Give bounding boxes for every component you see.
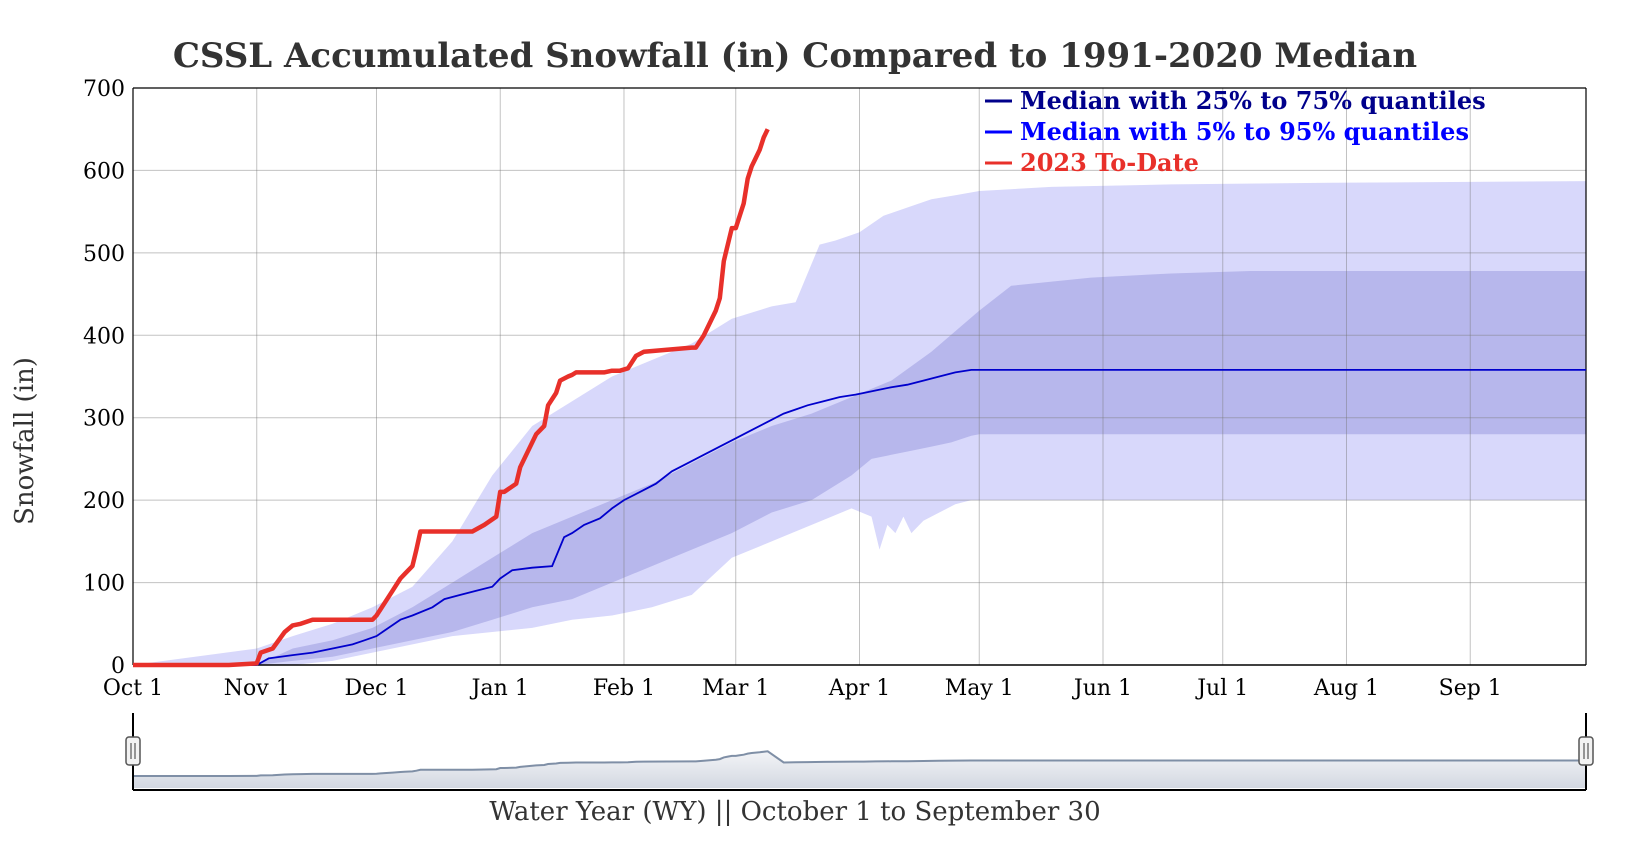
- y-tick-label: 200: [83, 489, 125, 514]
- x-tick-label: Oct 1: [103, 676, 163, 701]
- x-tick-label: Jun 1: [1072, 676, 1132, 701]
- navigator-left-handle[interactable]: [125, 736, 141, 766]
- x-tick-label: Feb 1: [593, 676, 655, 701]
- series-2023-line: [133, 128, 770, 668]
- y-tick-label: 700: [83, 77, 125, 102]
- x-tick-label: Nov 1: [224, 676, 290, 701]
- x-tick-label: Jan 1: [470, 676, 529, 701]
- x-tick-label: Mar 1: [702, 676, 769, 701]
- y-tick-label: 400: [83, 324, 125, 349]
- legend-item-label: Median with 25% to 75% quantiles: [1020, 86, 1486, 115]
- x-axis-label: Water Year (WY) || October 1 to Septembe…: [489, 797, 1100, 827]
- x-tick-label: Jul 1: [1195, 676, 1248, 701]
- y-axis-label: Snowfall (in): [10, 357, 40, 525]
- x-tick-label: Apr 1: [828, 676, 890, 701]
- legend-item-label: 2023 To-Date: [1020, 148, 1199, 177]
- series-median-line: [133, 369, 1586, 666]
- legend-item-label: Median with 5% to 95% quantiles: [1020, 117, 1469, 146]
- y-tick-label: 300: [83, 407, 125, 432]
- x-tick-label: May 1: [945, 676, 1014, 701]
- x-tick-label: Dec 1: [345, 676, 409, 701]
- y-tick-label: 100: [83, 572, 125, 597]
- y-tick-label: 0: [111, 654, 125, 679]
- y-tick-label: 500: [83, 242, 125, 267]
- y-tick-label: 600: [83, 159, 125, 184]
- x-tick-label: Aug 1: [1313, 676, 1379, 701]
- navigator-right-handle[interactable]: [1578, 736, 1594, 766]
- range-navigator[interactable]: [125, 713, 1594, 791]
- x-tick-label: Sep 1: [1439, 676, 1502, 701]
- navigator-area: [133, 751, 1586, 788]
- plot-area: 0 100 200 300 400 500 600 700 Oct 1 Nov 1 Dec 1 Jan…: [83, 77, 1587, 701]
- navigator-line: [133, 750, 1586, 777]
- chart-title: CSSL Accumulated Snowfall (in) Compared …: [173, 36, 1417, 76]
